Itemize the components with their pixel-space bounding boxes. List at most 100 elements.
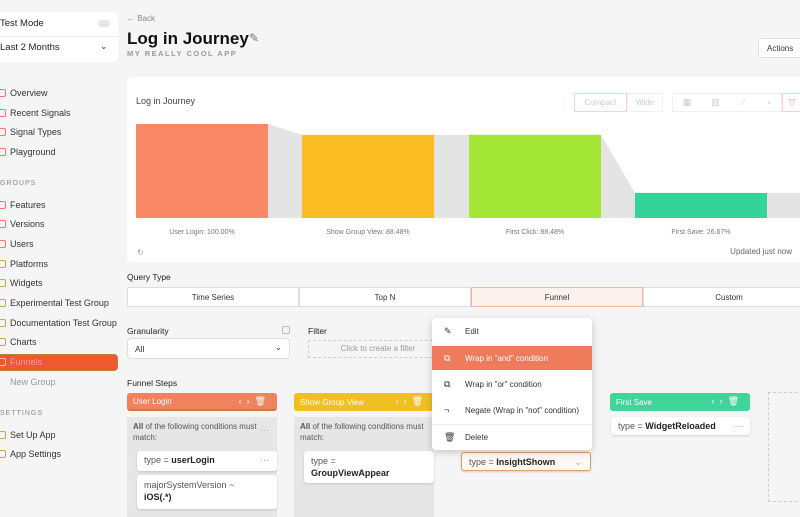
label: Delete: [465, 432, 489, 442]
test-mode-toggle[interactable]: [98, 20, 110, 27]
page-title: Log in Journey: [127, 29, 249, 48]
funnel-bar: [469, 134, 601, 218]
chevron-down-icon[interactable]: ⌄: [100, 41, 108, 51]
step-controls[interactable]: ‹›🗑: [238, 396, 271, 406]
sidebar-group[interactable]: Versions: [0, 216, 45, 232]
context-menu: ✎ Edit ⧉ Wrap in "and" condition ⧉ Wrap in …: [432, 318, 592, 450]
label: Documentation Test Group: [10, 318, 117, 328]
create-filter-button[interactable]: Click to create a filter: [308, 340, 448, 358]
folder-icon: [0, 201, 6, 209]
cond-value: iOS(.*): [144, 492, 172, 502]
cond-key: type =: [311, 456, 336, 466]
more-icon[interactable]: ···: [260, 455, 269, 465]
group-text: of the following conditions must match:: [300, 422, 424, 442]
sidebar-group-funnels-active[interactable]: [0, 354, 118, 371]
new-group-button[interactable]: New Group: [10, 374, 56, 390]
granularity-label: Granularity: [127, 326, 169, 336]
sidebar-settings-box: Test Mode Last 2 Months ⌄: [0, 12, 118, 62]
funnel-chart-icon[interactable]: ▽: [782, 93, 800, 112]
tab-custom[interactable]: Custom: [643, 287, 800, 307]
sidebar-group[interactable]: Widgets: [0, 275, 43, 291]
more-icon[interactable]: ···: [733, 421, 742, 431]
pencil-icon[interactable]: ✎: [249, 31, 260, 45]
menu-edit[interactable]: ✎ Edit: [432, 319, 592, 343]
menu-wrap-or[interactable]: ⧉ Wrap in "or" condition: [432, 372, 592, 396]
sidebar-group[interactable]: Features: [0, 197, 46, 213]
pencil-icon: ✎: [444, 325, 452, 336]
folder-icon: [0, 299, 6, 307]
settings-title: SETTINGS: [0, 410, 44, 417]
funnel-connector: [601, 134, 635, 218]
actions-button[interactable]: Actions: [758, 38, 800, 58]
playground-icon: [0, 148, 6, 156]
sidebar-item-app-settings[interactable]: App Settings: [0, 446, 61, 462]
group-text: of the following conditions must match:: [133, 422, 257, 442]
menu-delete[interactable]: 🗑 Delete: [432, 425, 592, 449]
label: Widgets: [10, 278, 43, 288]
condition[interactable]: type = WidgetReloaded ···: [611, 417, 750, 435]
refresh-icon[interactable]: ↻: [137, 248, 144, 257]
sidebar-item-recent-signals[interactable]: Recent Signals: [0, 105, 71, 121]
range-select[interactable]: Last 2 Months: [0, 42, 60, 53]
condition[interactable]: type = GroupViewAppear: [304, 451, 434, 483]
cond-key: type =: [144, 455, 169, 465]
tab-time-series[interactable]: Time Series: [127, 287, 299, 307]
label: Edit: [465, 326, 479, 336]
bar-chart-icon[interactable]: ▥: [711, 97, 720, 107]
label: App Settings: [10, 449, 62, 459]
label: Signal Types: [10, 127, 62, 137]
compact-button[interactable]: Compact: [574, 93, 627, 112]
table-icon[interactable]: ▦: [682, 97, 692, 107]
step-controls[interactable]: ‹›🗑: [711, 396, 744, 406]
negate-icon: ¬: [444, 405, 450, 415]
test-mode-label: Test Mode: [0, 18, 44, 29]
setup-icon: [0, 431, 6, 439]
step-name[interactable]: Show Group View: [300, 397, 364, 407]
step-controls[interactable]: ‹›🗑: [395, 396, 428, 406]
sidebar-item-signal-types[interactable]: Signal Types: [0, 124, 61, 140]
divider: [0, 36, 118, 37]
sidebar-group[interactable]: Charts: [0, 334, 37, 350]
line-chart-icon[interactable]: ⟋: [739, 97, 746, 107]
sidebar-item-playground[interactable]: Playground: [0, 144, 56, 160]
label: Negate (Wrap in "not" condition): [465, 405, 580, 415]
sidebar-item-setup[interactable]: Set Up App: [0, 427, 56, 443]
condition-selected[interactable]: type = InsightShown ⌄: [461, 452, 591, 471]
sidebar-group[interactable]: Documentation Test Group: [0, 315, 117, 331]
more-icon[interactable]: ···: [260, 425, 269, 435]
wide-button[interactable]: Wide: [627, 93, 663, 112]
sidebar-group[interactable]: Users: [0, 236, 34, 252]
step-name[interactable]: User Login: [133, 396, 172, 406]
settings-icon: [0, 450, 6, 458]
back-link[interactable]: ← Back: [127, 14, 156, 23]
condition[interactable]: type = userLogin ···: [137, 451, 277, 471]
chevron-down-icon[interactable]: ⌄: [574, 457, 582, 467]
add-step-area[interactable]: [768, 392, 800, 502]
folder-icon: [0, 338, 6, 346]
info-icon[interactable]: [282, 326, 290, 334]
pie-chart-icon[interactable]: ◔: [765, 97, 772, 108]
tab-funnel[interactable]: Funnel: [471, 287, 643, 307]
sidebar-group[interactable]: Platforms: [0, 256, 48, 272]
bar-label: Show Group View: 88.48%: [326, 229, 410, 236]
chevron-down-icon: ⌄: [274, 342, 282, 352]
label: New Group: [10, 377, 56, 387]
cond-key: type =: [469, 457, 494, 467]
label: Experimental Test Group: [10, 298, 109, 308]
folder-icon: [0, 260, 6, 268]
menu-negate[interactable]: ¬ Negate (Wrap in "not" condition): [432, 398, 592, 422]
sidebar-item-overview[interactable]: Overview: [0, 85, 48, 101]
condition[interactable]: majorSystemVersion ~ iOS(.*): [137, 475, 277, 509]
menu-wrap-and[interactable]: ⧉ Wrap in "and" condition: [432, 346, 592, 370]
sidebar-group[interactable]: Experimental Test Group: [0, 295, 109, 311]
bar-label: User Login: 100.00%: [169, 229, 235, 236]
label: Funnels: [10, 357, 43, 367]
sidebar-group-funnels[interactable]: Funnels: [0, 354, 42, 370]
cond-value: GroupViewAppear: [311, 468, 390, 478]
funnel-steps-label: Funnel Steps: [127, 378, 178, 388]
step-header: Show Group View ‹›🗑: [294, 393, 434, 411]
tab-top-n[interactable]: Top N: [299, 287, 471, 307]
step-name[interactable]: First Save: [616, 397, 653, 407]
granularity-select[interactable]: All ⌄: [127, 338, 290, 359]
bar-label: First Save: 26.67%: [671, 229, 731, 236]
